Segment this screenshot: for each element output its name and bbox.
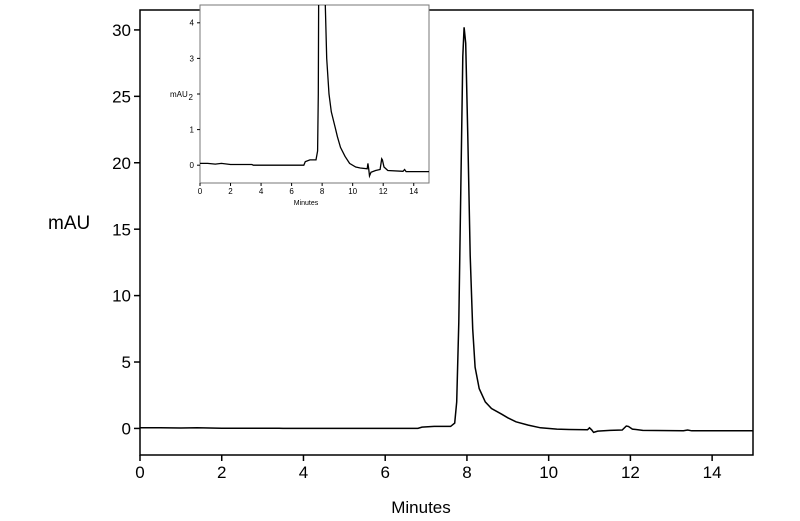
main-x-tick-label: 10 [539, 463, 558, 482]
main-y-axis-label: mAU [48, 213, 90, 234]
main-x-tick-label: 12 [621, 463, 640, 482]
inset-x-tick-label: 8 [320, 187, 325, 196]
inset-x-tick-label: 10 [348, 187, 357, 196]
inset-y-tick-label: 4 [190, 19, 195, 28]
main-trace-line [140, 27, 753, 434]
inset-y-tick-label: 2 [189, 93, 194, 102]
main-y-tick-label: 20 [112, 154, 131, 173]
inset-x-tick-label: 14 [409, 187, 418, 196]
inset-x-tick-label: 12 [379, 187, 388, 196]
inset-x-tick-label: 2 [228, 187, 233, 196]
inset-y-tick-label: 3 [190, 54, 195, 63]
inset-plot-frame [199, 4, 430, 184]
inset-x-tick-label: 0 [198, 187, 203, 196]
main-x-tick-label: 8 [462, 463, 471, 482]
main-x-tick-label: 0 [135, 463, 144, 482]
main-y-tick-label: 25 [112, 87, 131, 106]
inset-y-axis-label: mAU [170, 90, 188, 99]
inset-trace-line [200, 5, 429, 179]
main-y-tick-label: 5 [122, 353, 131, 372]
main-x-tick-label: 4 [299, 463, 308, 482]
main-x-axis-label: Minutes [391, 498, 451, 517]
main-y-tick-label: 30 [112, 21, 131, 40]
inset-y-tick-label: 0 [190, 161, 195, 170]
main-x-tick-label: 6 [380, 463, 389, 482]
main-y-tick-label: 15 [112, 220, 131, 239]
inset-y-tick-label: 1 [190, 125, 195, 134]
main-x-tick-label: 14 [703, 463, 722, 482]
main-x-tick-label: 2 [217, 463, 226, 482]
main-y-tick-label: 0 [122, 420, 131, 439]
main-y-tick-label: 10 [112, 287, 131, 306]
inset-x-tick-label: 6 [289, 187, 294, 196]
inset-x-axis-label: Minutes [294, 200, 319, 207]
inset-x-tick-label: 4 [259, 187, 264, 196]
inset-chart: 0 2 4 6 8 10 12 14 0 1 3 4 2 [189, 4, 430, 196]
